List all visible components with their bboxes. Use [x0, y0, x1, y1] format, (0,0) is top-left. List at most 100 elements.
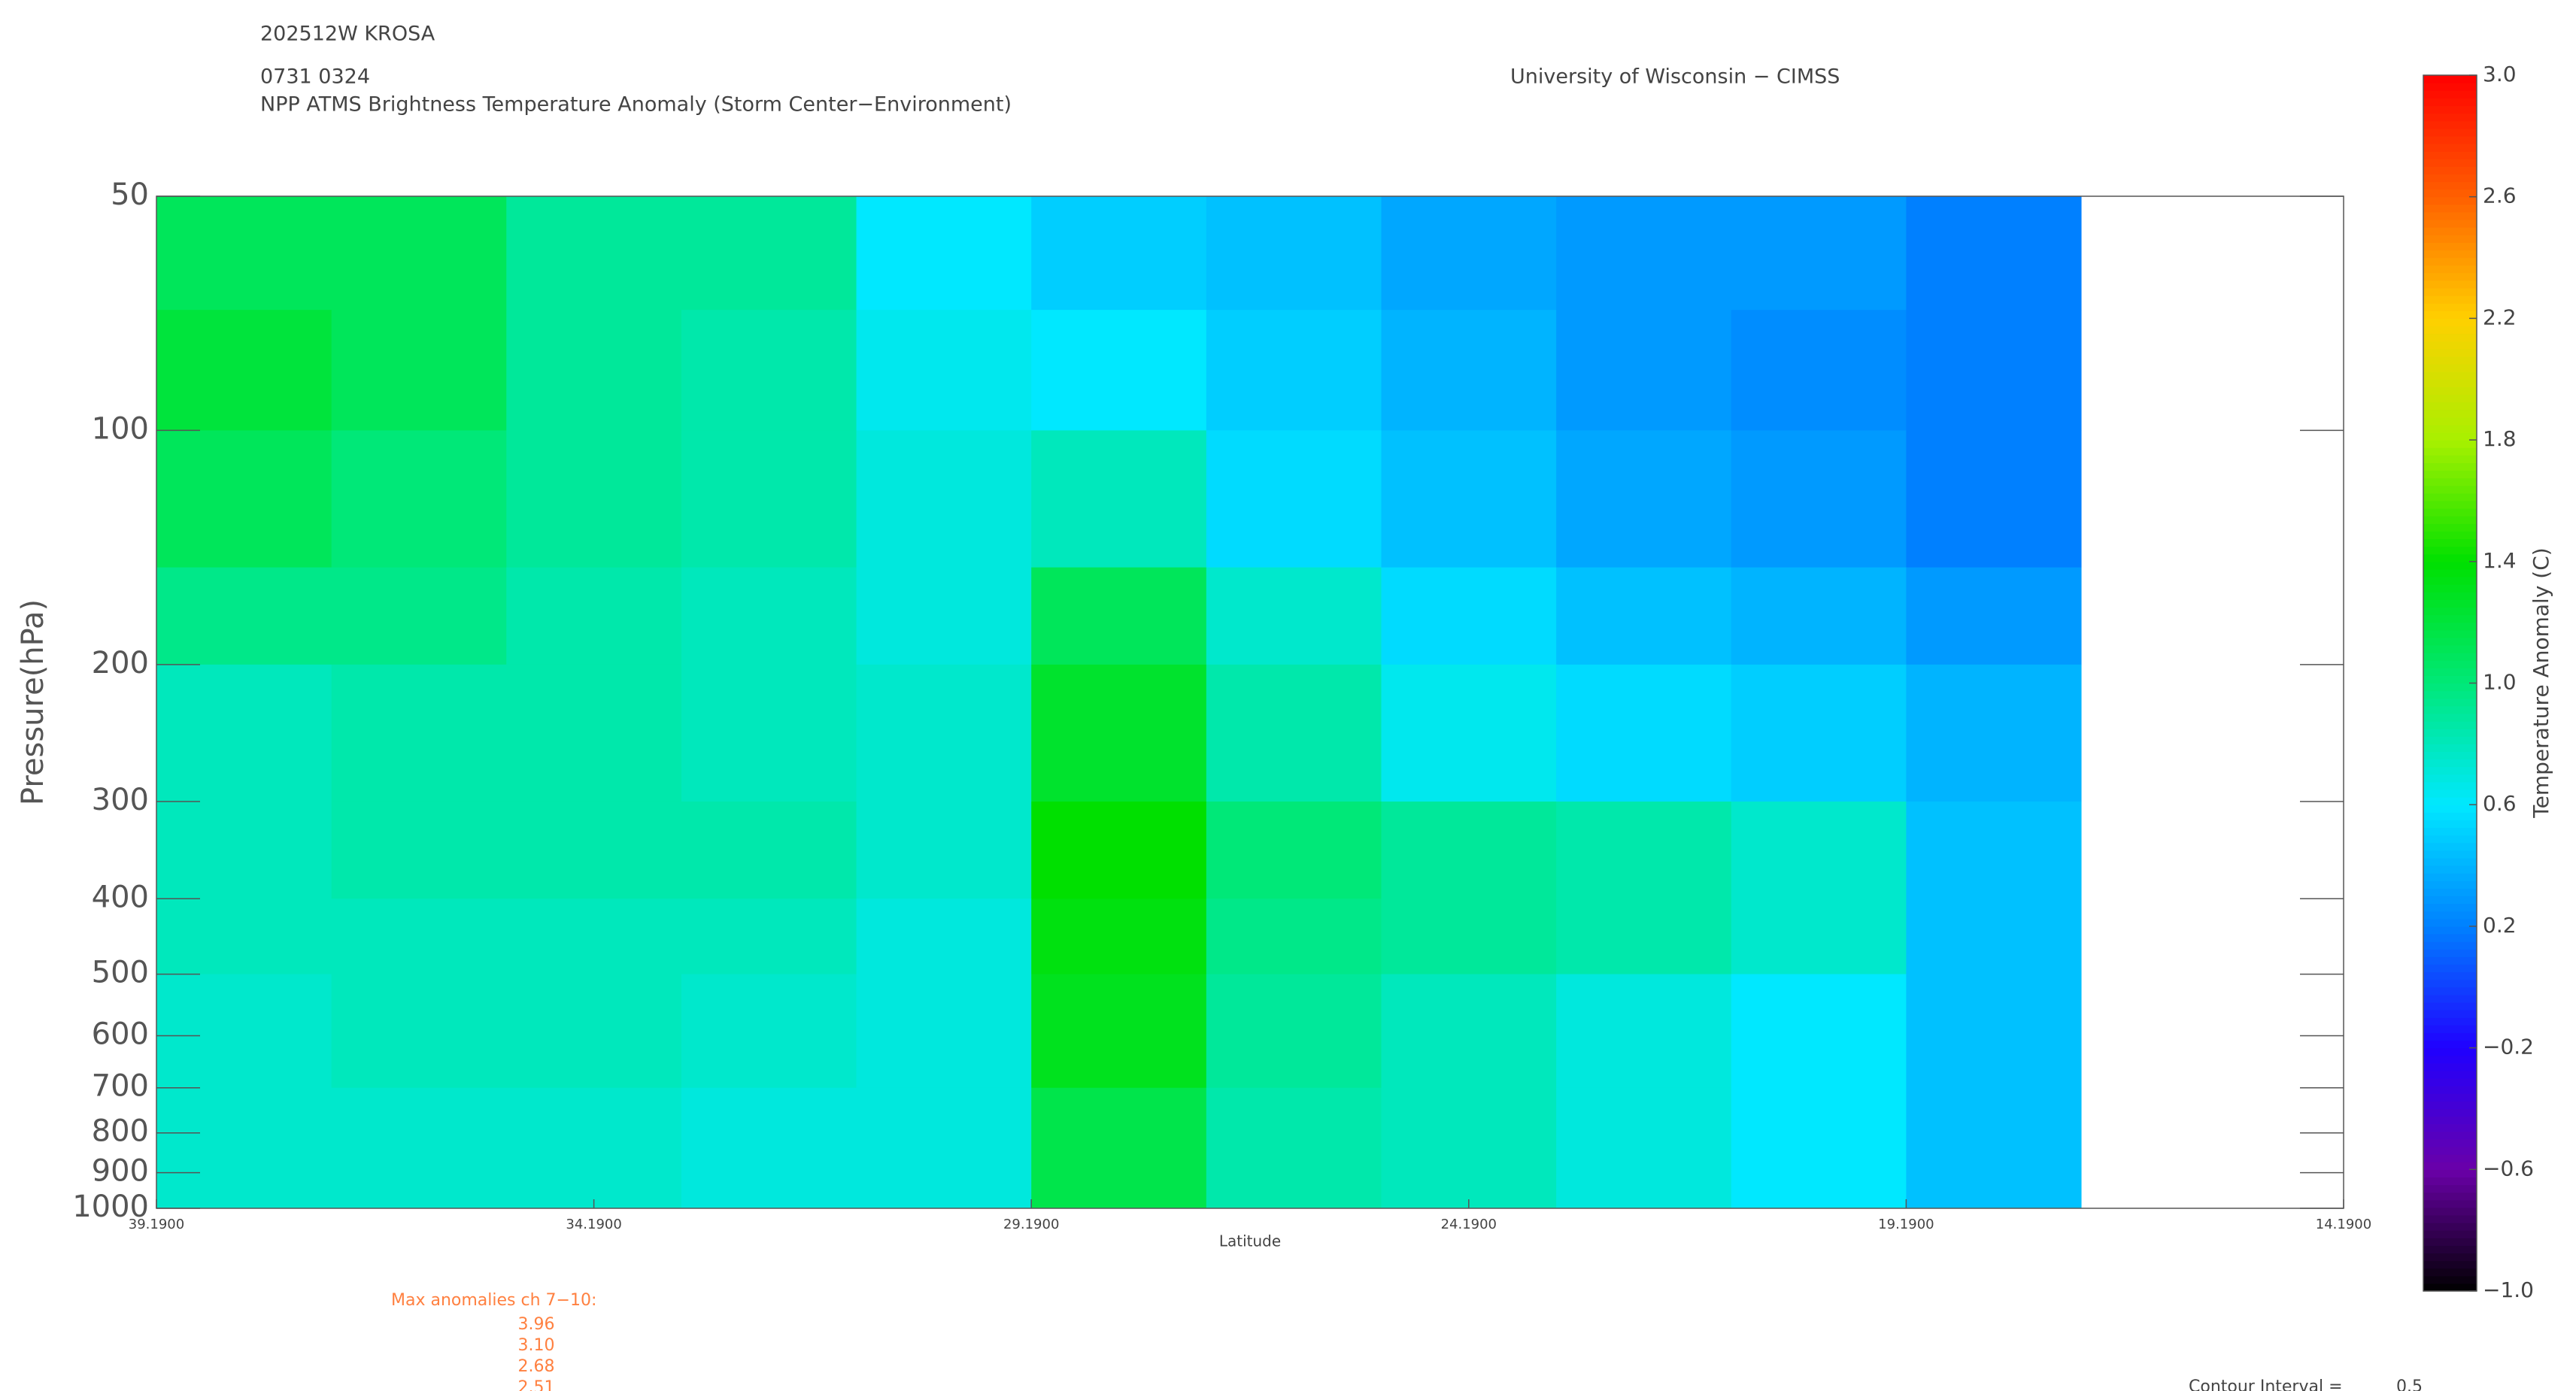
- colorbar-strip: [2423, 789, 2477, 798]
- colorbar-strip: [2423, 766, 2477, 775]
- colorbar-strip: [2423, 568, 2477, 577]
- colorbar-strip: [2423, 1101, 2477, 1110]
- colorbar-strip: [2423, 1025, 2477, 1033]
- heatmap-cell: [1731, 899, 1907, 975]
- max-anomaly-value: 3.10: [518, 1336, 555, 1355]
- colorbar-strip: [2423, 705, 2477, 714]
- heatmap-cell: [1031, 1087, 1207, 1209]
- colorbar-strip: [2423, 781, 2477, 790]
- heatmap-cell: [1031, 974, 1207, 1089]
- colorbar-tick-label: 0.6: [2483, 791, 2517, 816]
- heatmap-cell: [1381, 1087, 1557, 1209]
- colorbar-strip: [2423, 1169, 2477, 1178]
- colorbar-strip: [2423, 181, 2477, 190]
- heatmap-cell: [856, 567, 1032, 665]
- colorbar-tick-label: 3.0: [2483, 62, 2517, 86]
- heatmap-cell: [1031, 899, 1207, 975]
- colorbar-strip: [2423, 729, 2477, 737]
- heatmap-cell: [1731, 664, 1907, 802]
- heatmap-cell: [506, 1087, 682, 1209]
- colorbar-strip: [2423, 440, 2477, 448]
- colorbar-strip: [2423, 417, 2477, 426]
- colorbar-strip: [2423, 979, 2477, 988]
- colorbar-strip: [2423, 1245, 2477, 1254]
- colorbar-strip: [2423, 386, 2477, 395]
- colorbar-strip: [2423, 113, 2477, 122]
- heatmap-cell: [331, 1087, 507, 1209]
- y-tick-label: 1000: [72, 1189, 149, 1224]
- colorbar-strip: [2423, 713, 2477, 722]
- heatmap-cell: [506, 664, 682, 802]
- colorbar-strip: [2423, 622, 2477, 631]
- heatmap-cell: [331, 430, 507, 568]
- colorbar-strip: [2423, 584, 2477, 592]
- colorbar-strip: [2423, 295, 2477, 304]
- colorbar-strip: [2423, 873, 2477, 881]
- colorbar-strip: [2423, 538, 2477, 547]
- colorbar-strip: [2423, 653, 2477, 661]
- heatmap-cell: [506, 310, 682, 431]
- colorbar-strip: [2423, 896, 2477, 905]
- colorbar-strip: [2423, 1047, 2477, 1056]
- colorbar-strip: [2423, 599, 2477, 608]
- heatmap-cell: [331, 664, 507, 802]
- y-tick-label: 900: [92, 1154, 149, 1189]
- heatmap-cell: [856, 310, 1032, 431]
- heatmap-cell: [856, 430, 1032, 568]
- colorbar-strip: [2423, 492, 2477, 502]
- heatmap-cell: [1031, 196, 1207, 311]
- colorbar-strip: [2423, 1123, 2477, 1132]
- colorbar-strip: [2423, 508, 2477, 517]
- heatmap-cell: [506, 974, 682, 1089]
- colorbar-strip: [2423, 820, 2477, 829]
- heatmap-cell: [1206, 310, 1382, 431]
- storm-id: 202512W KROSA: [260, 23, 435, 46]
- colorbar-strip: [2423, 721, 2477, 729]
- colorbar-strip: [2423, 235, 2477, 243]
- heatmap-cell: [1731, 430, 1907, 568]
- x-tick-label: 39.1900: [129, 1217, 184, 1232]
- colorbar-strip: [2423, 1093, 2477, 1102]
- contour-interval-value: 0.5: [2396, 1377, 2423, 1391]
- heatmap-cell: [156, 310, 332, 431]
- colorbar-strip: [2423, 280, 2477, 289]
- heatmap-cell: [856, 196, 1032, 311]
- heatmap-cell: [1206, 430, 1382, 568]
- colorbar-strip: [2423, 903, 2477, 912]
- heatmap-cell: [1031, 802, 1207, 899]
- heatmap-cell: [331, 899, 507, 975]
- colorbar-strip: [2423, 1062, 2477, 1071]
- colorbar-strip: [2423, 1010, 2477, 1018]
- colorbar-strip: [2423, 128, 2477, 137]
- heatmap-cell: [1556, 899, 1732, 975]
- colorbar-strip: [2423, 1223, 2477, 1231]
- heatmap-cell: [1906, 430, 2082, 568]
- colorbar-label: Temperature Anomaly (C): [2529, 547, 2553, 818]
- colorbar-strip: [2423, 166, 2477, 174]
- colorbar-strip: [2423, 857, 2477, 866]
- colorbar-strip: [2423, 949, 2477, 957]
- heatmap-cell: [331, 310, 507, 431]
- heatmap-cell: [156, 567, 332, 665]
- colorbar-strip: [2423, 956, 2477, 965]
- heatmap-cell: [681, 899, 857, 975]
- colorbar-strip: [2423, 1040, 2477, 1049]
- colorbar-tick-label: 1.8: [2483, 426, 2517, 451]
- colorbar-strip: [2423, 637, 2477, 646]
- colorbar-strip: [2423, 759, 2477, 768]
- y-tick-label: 500: [92, 956, 149, 990]
- heatmap-cell: [1906, 974, 2082, 1089]
- heatmap-cell: [681, 310, 857, 431]
- y-tick-label: 700: [92, 1069, 149, 1104]
- colorbar-strip: [2423, 614, 2477, 623]
- max-anomaly-value: 2.51: [518, 1378, 555, 1391]
- heatmap-cell: [1031, 310, 1207, 431]
- colorbar-strip: [2423, 675, 2477, 684]
- heatmap-cell: [1731, 1087, 1907, 1209]
- heatmap-cell: [1206, 1087, 1382, 1209]
- colorbar-strip: [2423, 1108, 2477, 1117]
- colorbar-strip: [2423, 143, 2477, 152]
- colorbar-strip: [2423, 189, 2477, 198]
- colorbar-strip: [2423, 424, 2477, 433]
- max-anomalies-label: Max anomalies ch 7−10:: [391, 1291, 596, 1310]
